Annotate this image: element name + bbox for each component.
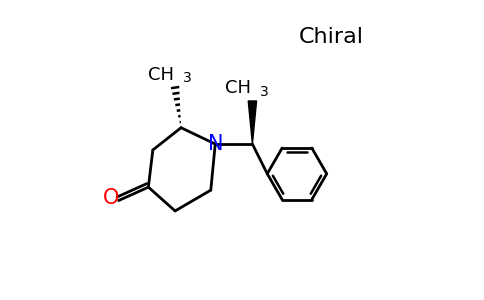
Text: Chiral: Chiral <box>299 27 363 47</box>
Text: CH: CH <box>148 66 174 84</box>
Text: 3: 3 <box>182 71 191 85</box>
Text: O: O <box>103 188 120 208</box>
Text: CH: CH <box>225 80 251 98</box>
Text: 3: 3 <box>260 85 269 99</box>
Polygon shape <box>248 101 257 144</box>
Text: N: N <box>209 134 224 154</box>
